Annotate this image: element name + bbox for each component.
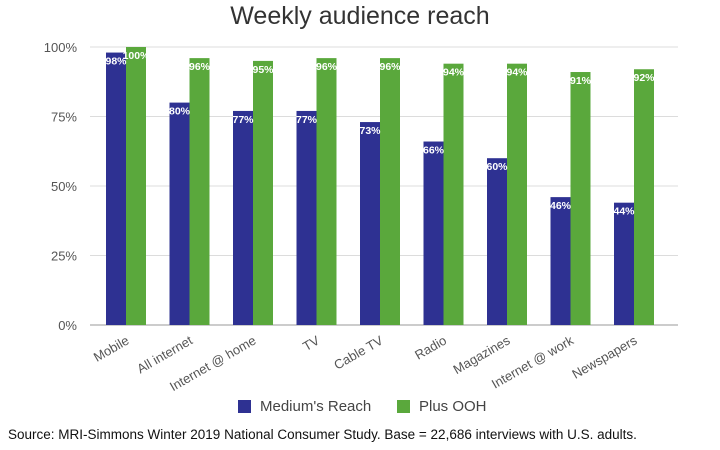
data-label: 98% xyxy=(105,56,127,68)
bar-medium-s-reach-mobile xyxy=(106,52,126,326)
x-tick-label: Cable TV xyxy=(331,332,386,372)
legend-item-mediums-reach: Medium's Reach xyxy=(238,398,371,415)
y-tick-label: 50% xyxy=(51,179,77,194)
bar-plus-ooh-cable-tv xyxy=(380,58,400,326)
bar-medium-s-reach-internet-work xyxy=(550,197,571,325)
bar-plus-ooh-radio xyxy=(443,63,464,326)
data-label: 77% xyxy=(296,114,318,126)
bar-plus-ooh-internet-home xyxy=(253,60,273,326)
data-label: 46% xyxy=(550,200,572,212)
chart-title: Weekly audience reach xyxy=(230,2,490,30)
data-label: 92% xyxy=(633,72,655,84)
data-label: 100% xyxy=(123,50,151,62)
y-tick-label: 100% xyxy=(44,40,78,55)
bar-plus-ooh-mobile xyxy=(126,47,146,325)
data-label: 96% xyxy=(316,61,338,73)
legend-swatch-plus-ooh xyxy=(397,400,410,413)
bar-medium-s-reach-tv xyxy=(296,110,317,325)
bars xyxy=(106,47,654,326)
x-tick-label: TV xyxy=(300,332,322,353)
data-label: 96% xyxy=(379,61,401,73)
bar-plus-ooh-magazines xyxy=(507,63,527,326)
bar-plus-ooh-all-internet xyxy=(189,58,210,326)
data-label: 96% xyxy=(189,61,211,73)
data-label: 77% xyxy=(232,114,254,126)
legend-label-mediums-reach: Medium's Reach xyxy=(260,398,372,415)
data-label: 91% xyxy=(570,75,592,87)
data-label: 80% xyxy=(169,106,191,118)
data-label: 95% xyxy=(252,64,274,76)
bar-medium-s-reach-newspapers xyxy=(614,202,634,325)
bar-plus-ooh-newspapers xyxy=(634,69,654,326)
y-tick-label: 75% xyxy=(51,110,77,125)
y-tick-label: 0% xyxy=(58,318,77,333)
data-label: 66% xyxy=(423,145,445,157)
bar-medium-s-reach-internet-home xyxy=(233,110,253,325)
bar-medium-s-reach-radio xyxy=(423,141,444,325)
data-labels: 98%100% 80% 96% 77% 95% 77% 96% 73% 96% 66% 94% 60%… xyxy=(105,50,655,218)
x-tick-label: Radio xyxy=(412,333,449,363)
x-tick-label: Newspapers xyxy=(569,332,640,381)
data-label: 73% xyxy=(359,125,381,137)
legend-item-plus-ooh: Plus OOH xyxy=(397,398,487,415)
legend-label-plus-ooh: Plus OOH xyxy=(419,398,487,415)
data-label: 60% xyxy=(486,161,508,173)
source-note: Source: MRI-Simmons Winter 2019 National… xyxy=(8,427,637,442)
legend-swatch-mediums-reach xyxy=(238,400,251,413)
data-label: 94% xyxy=(443,67,465,79)
y-tick-label: 25% xyxy=(51,249,77,264)
bar-medium-s-reach-all-internet xyxy=(169,102,190,325)
bar-medium-s-reach-magazines xyxy=(487,158,507,325)
data-label: 94% xyxy=(506,67,528,79)
bar-medium-s-reach-cable-tv xyxy=(360,122,380,325)
x-tick-label: Mobile xyxy=(91,333,132,365)
bar-plus-ooh-internet-work xyxy=(570,72,591,326)
y-axis-ticks: 0% 25% 50% 75% 100% xyxy=(44,40,78,333)
data-label: 44% xyxy=(613,206,635,218)
bar-plus-ooh-tv xyxy=(316,58,337,326)
